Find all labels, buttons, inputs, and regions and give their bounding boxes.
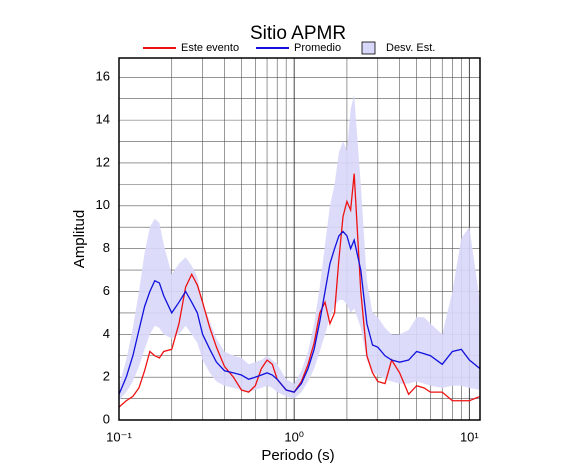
legend-label: Este evento	[181, 42, 239, 54]
plot-frame	[118, 57, 481, 421]
x-tick-label: 10⁻¹	[106, 429, 132, 444]
legend-swatch	[361, 41, 376, 55]
y-tick-label: 6	[103, 283, 110, 298]
y-tick-label: 4	[103, 326, 110, 341]
legend-label: Desv. Est.	[386, 42, 435, 54]
y-tick-label: 14	[96, 112, 110, 127]
x-tick-label: 10¹	[460, 429, 479, 444]
y-tick-label: 8	[103, 240, 110, 255]
y-tick-label: 16	[96, 69, 110, 84]
y-tick-label: 10	[96, 197, 110, 212]
series-line	[118, 173, 481, 408]
legend-label: Promedio	[294, 42, 341, 54]
x-tick-label: 10⁰	[284, 429, 304, 444]
chart-title: Sitio APMR	[250, 23, 346, 44]
y-tick-label: 2	[103, 369, 110, 384]
y-tick-label: 0	[103, 411, 110, 426]
x-axis-label: Periodo (s)	[261, 447, 334, 464]
y-axis-label: Amplitud	[71, 210, 88, 268]
y-tick-label: 12	[96, 154, 110, 169]
series-line	[118, 230, 481, 395]
